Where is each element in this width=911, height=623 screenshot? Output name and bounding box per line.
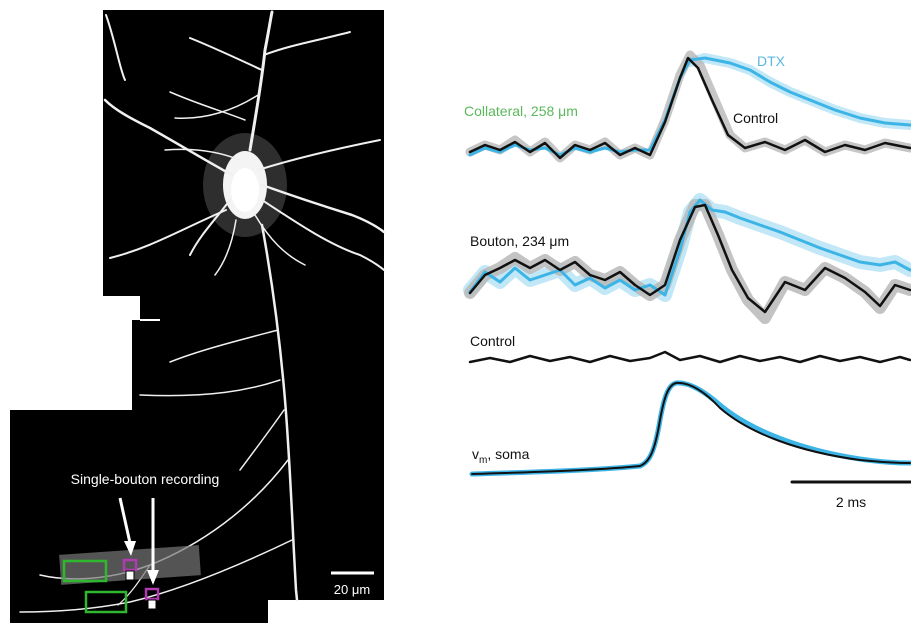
control-trace <box>468 203 911 314</box>
soma-control-trace <box>471 381 911 475</box>
micrograph-panel: Single-bouton recording 20 μm <box>10 10 386 623</box>
traces-panel: Collateral, 258 μm DTX Control Bouton, 2… <box>463 50 911 510</box>
basal-dendrite <box>254 214 306 266</box>
collateral-traces <box>465 50 911 163</box>
axon-collateral <box>239 409 285 471</box>
control-label-top: Control <box>733 110 778 126</box>
annotation-label: Single-bouton recording <box>71 471 220 487</box>
roi-box <box>84 590 128 614</box>
micrograph-scalebar-label: 20 μm <box>334 582 370 597</box>
basal-dendrite <box>189 199 231 256</box>
soma-dtx-trace <box>469 380 911 477</box>
basal-dendrite <box>257 139 381 171</box>
axon <box>260 223 299 602</box>
basal-dendrite <box>109 209 227 259</box>
time-scalebar-label: 2 ms <box>836 494 866 510</box>
control-trace <box>468 56 911 160</box>
control-label-mid: Control <box>470 333 515 349</box>
roi-box <box>62 559 108 583</box>
dtx-label: DTX <box>757 53 786 69</box>
pipette-tip <box>144 587 160 610</box>
collateral-label: Collateral, 258 μm <box>464 103 578 119</box>
basal-dendrite <box>164 148 241 161</box>
basal-dendrite <box>261 199 385 271</box>
vm-soma-label: vm, soma <box>472 446 530 466</box>
basal-dendrite <box>260 183 386 234</box>
arrow <box>147 498 159 585</box>
arrow <box>118 497 136 556</box>
control-baseline-trace <box>468 350 911 364</box>
basal-dendrite <box>103 98 234 177</box>
dendrite-branch <box>189 37 263 71</box>
neuron <box>19 10 386 613</box>
dendrite-branch <box>263 31 351 56</box>
pipette <box>59 545 201 585</box>
axon-collateral <box>169 329 279 363</box>
axon-collateral <box>19 539 293 613</box>
dtx-trace <box>468 198 911 297</box>
dendrite-branch <box>169 91 246 121</box>
bouton-label: Bouton, 234 μm <box>470 233 569 249</box>
axon-collateral <box>139 379 281 397</box>
dendrite-branch <box>105 14 126 81</box>
bouton-traces <box>463 193 911 324</box>
dendrite-branch <box>174 94 259 119</box>
pipette-tip <box>122 558 138 581</box>
basal-dendrite <box>214 219 237 276</box>
soma-core <box>231 168 259 212</box>
